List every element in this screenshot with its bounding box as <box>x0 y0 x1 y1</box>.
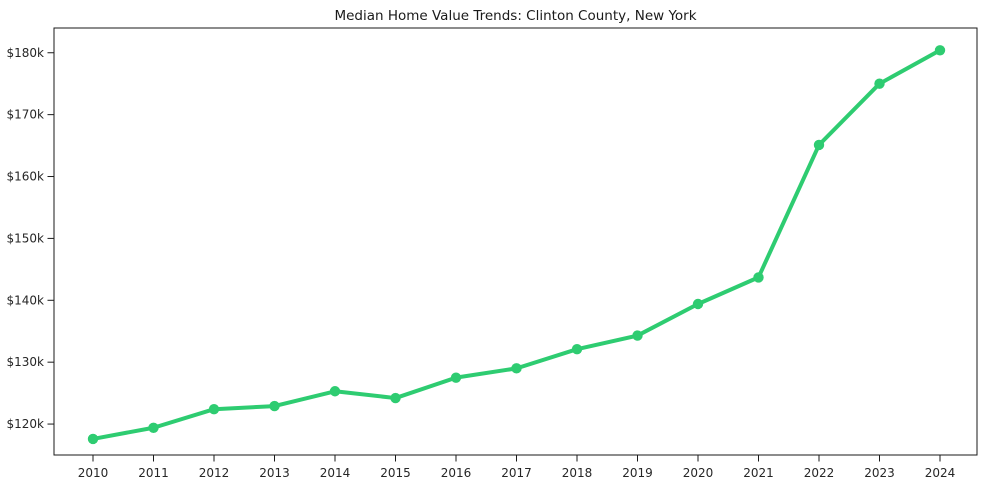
x-tick-label: 2018 <box>562 466 593 480</box>
y-tick-label: $130k <box>7 355 45 369</box>
plot-border <box>53 27 978 456</box>
data-point-marker <box>208 404 220 415</box>
x-tick-label: 2017 <box>501 466 532 480</box>
data-point-marker <box>692 298 704 310</box>
x-tick-label: 2010 <box>78 466 109 480</box>
x-tick-label: 2014 <box>320 466 351 480</box>
y-tick-label: $120k <box>7 417 45 431</box>
x-tick-label: 2016 <box>441 466 472 480</box>
x-tick-label: 2019 <box>622 466 653 480</box>
x-tick-label: 2022 <box>804 466 835 480</box>
data-point-marker <box>390 392 401 404</box>
data-point-marker <box>753 272 764 283</box>
y-tick-label: $150k <box>7 231 45 245</box>
x-tick-label: 2013 <box>259 466 290 480</box>
x-tick-label: 2024 <box>925 466 956 480</box>
data-point-marker <box>329 386 341 397</box>
data-point-marker <box>450 372 462 383</box>
x-tick-label: 2020 <box>683 466 714 480</box>
x-tick-label: 2015 <box>380 466 411 480</box>
chart-title: Median Home Value Trends: Clinton County… <box>334 8 697 24</box>
data-point-marker <box>874 78 885 89</box>
data-point-marker <box>813 139 825 151</box>
x-tick-label: 2023 <box>864 466 895 480</box>
x-tick-label: 2021 <box>743 466 774 480</box>
trend-line <box>91 48 942 441</box>
data-point-marker <box>269 400 280 412</box>
y-tick-label: $160k <box>7 170 45 184</box>
data-point-marker <box>511 363 522 374</box>
y-tick-label: $170k <box>7 108 45 122</box>
x-tick-label: 2012 <box>199 466 230 480</box>
data-point-marker <box>934 45 946 56</box>
data-point-marker <box>148 422 159 433</box>
x-tick-label: 2011 <box>138 466 169 480</box>
y-tick-label: $180k <box>7 46 45 60</box>
data-point-marker <box>632 330 643 341</box>
y-tick-label: $140k <box>7 293 45 307</box>
data-point-marker <box>87 433 99 445</box>
data-point-marker <box>571 343 583 355</box>
